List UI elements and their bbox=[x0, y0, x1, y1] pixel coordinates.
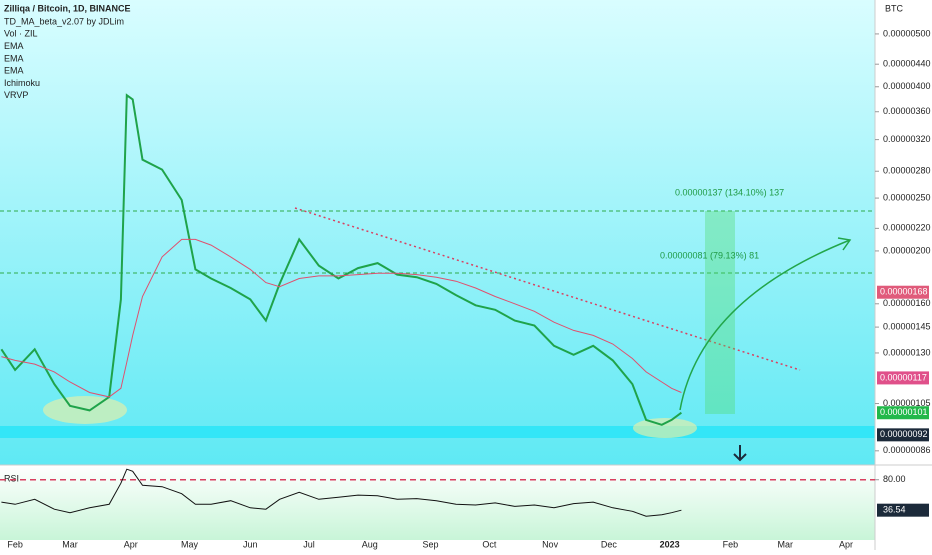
y-tick-label: 0.00000220 bbox=[883, 223, 931, 233]
indicator-label: EMA bbox=[4, 66, 24, 76]
x-tick-label: May bbox=[181, 539, 199, 549]
indicator-label: Vol · ZIL bbox=[4, 29, 38, 39]
last-tag bbox=[877, 503, 929, 517]
rsi-title: RSI bbox=[4, 473, 19, 483]
support-band bbox=[0, 426, 875, 438]
x-tick-label: Aug bbox=[362, 539, 378, 549]
axis-unit: BTC bbox=[885, 3, 904, 13]
projection-box bbox=[705, 211, 735, 414]
y-tick-label: 0.00000360 bbox=[883, 106, 931, 116]
price-tag-label: 0.00000117 bbox=[880, 372, 927, 382]
x-tick-label: Feb bbox=[723, 539, 739, 549]
arrow-head bbox=[837, 237, 852, 251]
chart-title: Zilliqa / Bitcoin, 1D, BINANCE bbox=[4, 3, 131, 13]
series-line bbox=[0, 93, 682, 426]
y-tick-label: 0.00000200 bbox=[883, 245, 931, 255]
cup-highlight bbox=[633, 418, 697, 438]
y-tick-label: 0.00000130 bbox=[883, 347, 931, 357]
indicator-label: EMA bbox=[4, 41, 24, 51]
price-pane bbox=[0, 0, 875, 465]
x-tick-label: Feb bbox=[7, 539, 23, 549]
price-tag bbox=[877, 428, 929, 442]
rsi-pane bbox=[0, 465, 875, 540]
x-tick-label: Nov bbox=[542, 539, 559, 549]
annotation: 0.00000081 (79.13%) 81 bbox=[660, 250, 759, 260]
time-axis bbox=[0, 540, 875, 550]
last-tag-label: 36.54 bbox=[883, 505, 906, 515]
price-tag bbox=[877, 406, 929, 420]
y-tick-label: 0.00000250 bbox=[883, 192, 931, 202]
annotation: 0.00000137 (134.10%) 137 bbox=[675, 187, 784, 197]
y-tick-label: 0.00000145 bbox=[883, 321, 931, 331]
projection-arrow bbox=[679, 239, 851, 411]
y-tick-label: 0.00000160 bbox=[883, 298, 931, 308]
x-tick-label: Dec bbox=[601, 539, 618, 549]
x-tick-label: Sep bbox=[423, 539, 439, 549]
x-tick-label: 2023 bbox=[660, 539, 680, 549]
indicator-label: EMA bbox=[4, 53, 24, 63]
series-line bbox=[1, 468, 682, 517]
price-tag bbox=[877, 371, 929, 385]
indicator-label: TD_MA_beta_v2.07 by JDLim bbox=[4, 16, 124, 26]
y-tick-label: 0.00000500 bbox=[883, 28, 931, 38]
price-tag-label: 0.00000101 bbox=[880, 407, 928, 417]
price-tag-label: 0.00000092 bbox=[880, 429, 928, 439]
x-tick-label: Jul bbox=[303, 539, 315, 549]
y-tick-label: 0.00000280 bbox=[883, 166, 931, 176]
indicator-label: VRVP bbox=[4, 90, 28, 100]
x-tick-label: Apr bbox=[124, 539, 138, 549]
price-tag bbox=[877, 285, 929, 299]
x-tick-label: Jun bbox=[243, 539, 258, 549]
series-line bbox=[1, 238, 682, 398]
x-tick-label: Mar bbox=[62, 539, 78, 549]
y-tick-label: 0.00000320 bbox=[883, 134, 931, 144]
y-tick-label: 80.00 bbox=[883, 474, 906, 484]
trend-line bbox=[294, 207, 801, 371]
down-arrow bbox=[733, 445, 747, 462]
price-tag-label: 0.00000168 bbox=[880, 287, 928, 297]
x-tick-label: Mar bbox=[777, 539, 793, 549]
y-tick-label: 0.00000105 bbox=[883, 398, 931, 408]
y-tick-label: 0.00000086 bbox=[883, 445, 931, 455]
indicator-label: Ichimoku bbox=[4, 78, 40, 88]
y-tick-label: 0.00000440 bbox=[883, 59, 931, 69]
price-axis bbox=[875, 0, 932, 550]
x-tick-label: Apr bbox=[839, 539, 853, 549]
y-tick-label: 0.00000400 bbox=[883, 81, 931, 91]
x-tick-label: Oct bbox=[482, 539, 497, 549]
